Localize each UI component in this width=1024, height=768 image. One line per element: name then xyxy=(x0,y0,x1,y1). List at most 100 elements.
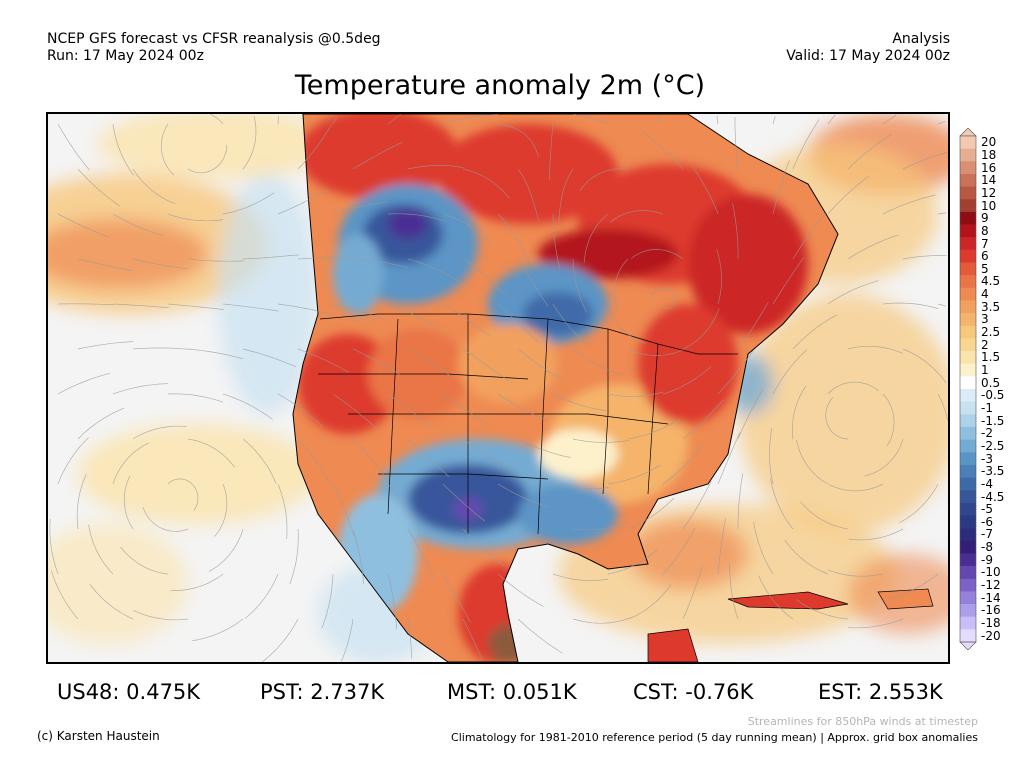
colorbar-label: -20 xyxy=(981,628,1001,643)
streamline xyxy=(210,114,224,125)
colorbar-segment xyxy=(960,136,976,149)
streamline xyxy=(497,303,539,343)
streamline xyxy=(827,175,870,215)
streamline xyxy=(321,573,334,629)
streamline xyxy=(112,442,149,485)
colorbar-label: 0.5 xyxy=(981,375,1001,390)
streamline xyxy=(691,164,719,215)
streamline xyxy=(662,527,696,575)
colorbar-segment xyxy=(960,300,976,314)
streamline xyxy=(442,393,490,426)
valid-time: Valid: 17 May 2024 00z xyxy=(786,48,950,64)
streamline xyxy=(772,160,790,215)
colorbar-segment xyxy=(960,464,976,478)
colorbar-segment xyxy=(960,186,976,200)
streamline xyxy=(937,303,946,307)
colorbar-label: -8 xyxy=(981,540,993,555)
streamline xyxy=(462,618,483,659)
colorbar-label: 9 xyxy=(981,211,989,226)
streamline xyxy=(847,234,899,260)
streamline xyxy=(772,257,805,305)
streamline xyxy=(462,348,510,382)
streamline xyxy=(187,438,235,468)
colorbar-label: -1.5 xyxy=(981,413,1005,428)
colorbar-label: 2 xyxy=(981,337,989,352)
streamline xyxy=(57,123,90,171)
streamline xyxy=(407,348,456,380)
streamline xyxy=(133,610,189,621)
streamline xyxy=(769,428,774,485)
streamline xyxy=(112,383,168,395)
colorbar-segment xyxy=(960,578,976,592)
colorbar-segment xyxy=(960,540,976,554)
climatology-note: Climatology for 1981-2010 reference peri… xyxy=(451,731,978,744)
streamline xyxy=(792,385,807,440)
streamline xyxy=(297,348,349,373)
streamline xyxy=(825,396,849,440)
colorbar-segment xyxy=(960,553,976,567)
streamline xyxy=(77,341,134,350)
run-info: NCEP GFS forecast vs CFSR reanalysis @0.… xyxy=(47,31,381,65)
streamline xyxy=(167,393,224,403)
streamline xyxy=(627,418,681,440)
streamline xyxy=(552,303,590,347)
streamline xyxy=(277,303,333,316)
streamline xyxy=(462,528,505,567)
streamline xyxy=(717,350,754,395)
streamline xyxy=(242,348,297,368)
streamline xyxy=(112,213,165,237)
analysis-label: Analysis xyxy=(892,31,950,47)
colorbar-label: -4 xyxy=(981,476,993,491)
colorbar-label: 10 xyxy=(981,198,997,213)
streamline xyxy=(796,599,849,620)
colorbar-label: 4 xyxy=(981,287,989,302)
streamline xyxy=(352,348,403,377)
streamline xyxy=(627,348,683,356)
colorbar-segment xyxy=(960,313,976,327)
streamline xyxy=(462,438,511,470)
streamline xyxy=(552,573,609,581)
streamline xyxy=(242,116,257,170)
streamline xyxy=(77,407,125,440)
anomaly-map-canvas xyxy=(48,114,948,662)
streamline xyxy=(242,438,277,484)
colorbar-segment xyxy=(960,376,976,390)
streamline xyxy=(222,303,279,312)
colorbar-segment xyxy=(960,528,976,542)
streamline xyxy=(407,618,412,659)
colorbar-label: -2.5 xyxy=(981,438,1005,453)
streamline xyxy=(772,116,776,125)
colorbar-segment xyxy=(960,237,976,251)
colorbar-segment xyxy=(960,490,976,504)
streamline xyxy=(442,483,486,522)
streamline xyxy=(848,528,904,541)
colorbar-segment xyxy=(960,161,976,175)
streamline xyxy=(57,437,89,485)
colorbar xyxy=(959,128,977,650)
colorbar-label: 1 xyxy=(981,363,989,378)
colorbar-segment xyxy=(960,604,976,617)
colorbar-segment xyxy=(960,566,976,580)
colorbar-label: 8 xyxy=(981,223,989,238)
colorbar-frame xyxy=(959,135,977,643)
streamline xyxy=(352,258,409,269)
valid-info: Analysis Valid: 17 May 2024 00z xyxy=(786,31,950,65)
streamline xyxy=(758,575,794,620)
streamline xyxy=(607,303,645,344)
streamline xyxy=(167,213,224,222)
streamline xyxy=(737,301,769,350)
streamline xyxy=(902,348,947,384)
colorbar-segment xyxy=(960,515,976,529)
streamline xyxy=(387,114,401,125)
colorbar-segment xyxy=(960,262,976,276)
streamline xyxy=(242,254,299,260)
credit: (c) Karsten Haustein xyxy=(37,729,160,743)
streamline xyxy=(898,483,939,524)
streamline xyxy=(572,348,623,375)
streamline xyxy=(552,393,607,411)
streamline xyxy=(682,308,720,350)
streamline xyxy=(517,438,571,458)
streamline xyxy=(352,528,364,584)
colorbar-segment xyxy=(960,148,976,162)
streamline xyxy=(407,164,464,170)
